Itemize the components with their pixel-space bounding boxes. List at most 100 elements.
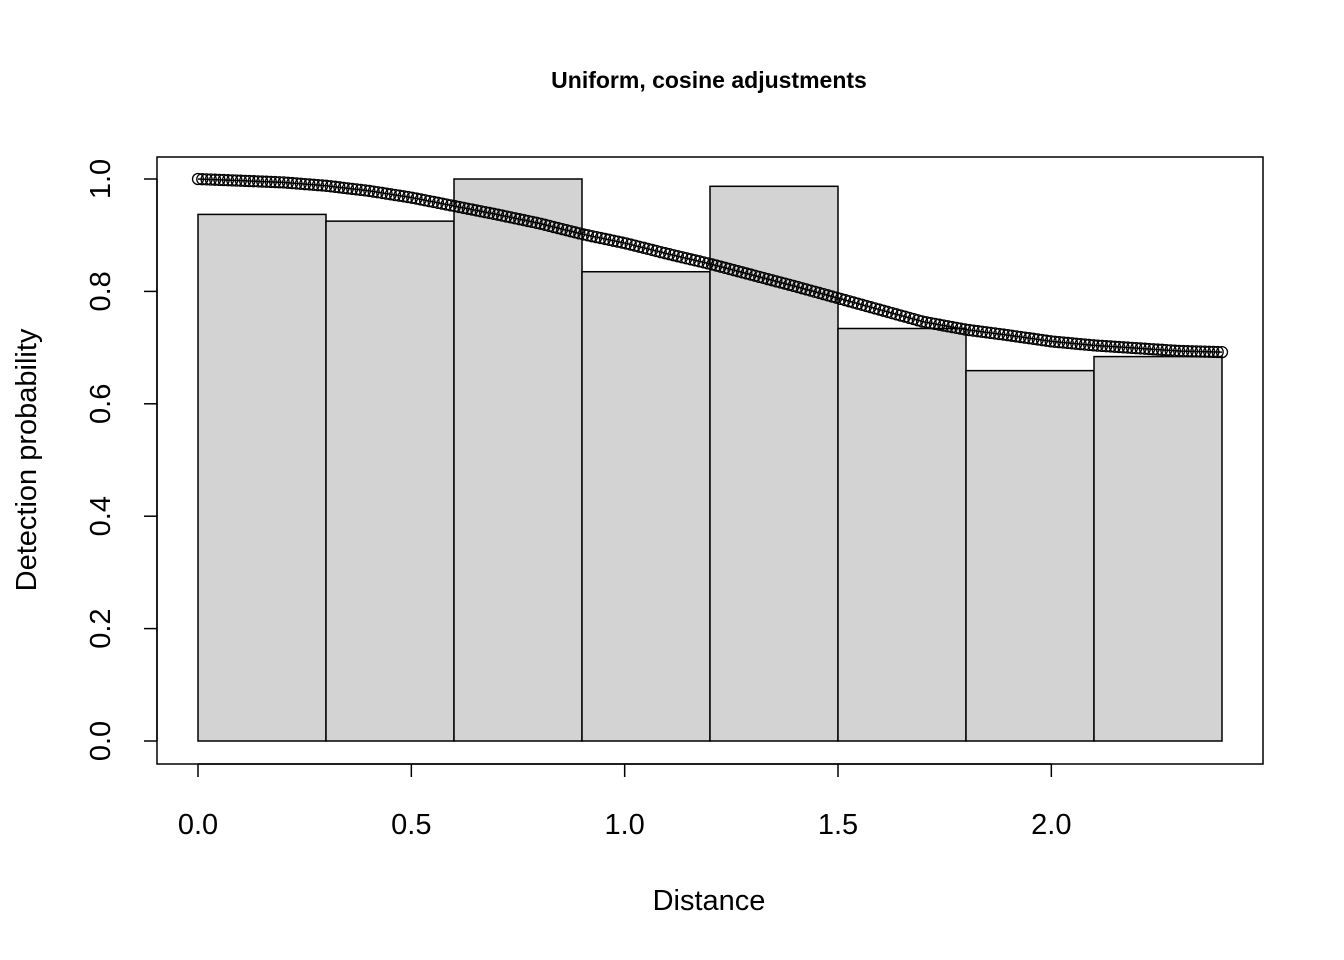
curve-point [500,210,513,223]
curve-point [945,320,959,334]
curve-point [971,325,984,338]
curve-point [526,215,539,229]
curve-point [436,197,449,210]
curve-point [1151,343,1164,356]
curve-point [633,240,646,253]
curve-point [337,181,350,194]
curve-point [243,174,256,188]
curve-point [1155,343,1169,356]
curve-point [933,318,946,331]
curve-point [431,196,445,209]
histogram-bar-6 [965,369,1095,742]
curve-point [367,185,380,198]
curve-point [1177,344,1190,358]
curve-point [1104,340,1117,353]
curve-point [423,194,436,208]
curve-point [620,237,633,250]
curve-point [1130,341,1143,355]
curve-point [693,255,706,268]
curve-point [251,175,265,188]
curve-point [307,178,320,191]
curve-point [1048,335,1062,348]
curve-point [924,316,937,330]
bars [197,178,1223,742]
curve-point [658,247,672,260]
curve-point [358,184,372,197]
curve-point [1100,340,1113,353]
curve-point [581,229,595,242]
curve-point [281,176,295,189]
curve-point [637,241,650,254]
curve-point [958,323,972,336]
curve-point [547,220,560,234]
x-tick-label: 1.0 [605,809,645,841]
curve-point [230,174,243,187]
curve-point [530,216,543,229]
curve-point [573,227,586,240]
curve-point [594,231,607,245]
curve-point [988,327,1002,340]
curve-point [380,187,393,200]
curve-point [311,178,325,192]
x-tick-label: 1.5 [818,809,858,841]
curve-point [247,175,260,188]
curve-point [611,235,625,248]
curve-point [577,228,590,241]
y-axis: 0.0 0.2 0.4 0.6 0.8 1.0 [85,159,158,761]
curve-point [1198,345,1212,358]
curve-point [975,325,989,338]
curve-point [1083,338,1096,352]
curve-point [641,242,655,256]
curve-point [491,208,505,221]
curve-point [363,184,376,198]
curve-point [1168,344,1182,357]
curve-point [551,221,565,235]
curve-point [564,225,577,238]
curve-point [324,180,337,193]
curve-point [993,327,1006,341]
curve-point [1078,338,1092,351]
curve-point [1125,341,1139,355]
curve-point [1053,335,1066,349]
curve-point [487,207,500,220]
curve-point [1035,333,1049,347]
curve-point [680,252,693,265]
curve-point [316,179,329,192]
curve-point [1018,331,1032,344]
histogram-bar-5 [837,327,967,742]
curve-point [1044,335,1057,348]
curve-point [333,181,346,194]
curve-point [1181,345,1194,358]
curve-point [1173,344,1186,358]
y-tick-label: 1.0 [85,159,117,199]
curve-point [191,172,205,186]
curve-point [440,198,453,211]
curve-point [264,175,277,189]
curve-point [954,322,967,335]
chart-title: Uniform, cosine adjustments [551,67,867,93]
curve-point [376,186,389,200]
curve-point [268,175,282,189]
curve-point [1134,342,1147,355]
curve-point [513,213,526,226]
y-axis-label: Detection probability [11,328,43,591]
curve-point [967,324,980,337]
curve-point [1164,344,1177,357]
curve-point [474,205,487,218]
curve-point [388,188,402,202]
curve-point [273,176,286,189]
curve-point [401,190,415,204]
curve-point [616,236,629,249]
curve-point [414,193,427,206]
curve-point [453,200,466,214]
curve-point [1117,341,1130,354]
curve-point [397,190,410,203]
curve-point [393,189,406,202]
curve-point [1010,330,1023,343]
curve-point [1074,337,1087,351]
curve-point [221,174,235,187]
curve-point [517,213,530,227]
curve-point [200,173,213,186]
curve-point [350,183,363,196]
curve-point [256,175,269,188]
